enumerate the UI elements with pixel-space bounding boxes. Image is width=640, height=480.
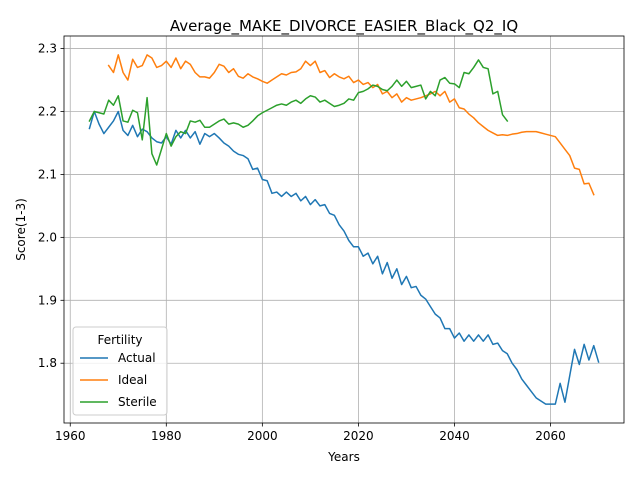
x-tick-label: 1960: [55, 429, 86, 443]
legend-label-ideal: Ideal: [118, 373, 147, 387]
y-tick-label: 2.3: [38, 42, 57, 56]
y-axis-label: Score(1-3): [14, 198, 28, 261]
grid-lines: [64, 36, 624, 423]
series-line-sterile: [88, 59, 509, 166]
y-tick-label: 2.1: [38, 167, 57, 181]
x-tick-label: 2020: [343, 429, 374, 443]
series-lines: [88, 54, 600, 405]
x-tick-label: 2060: [535, 429, 566, 443]
y-tick-label: 1.9: [38, 293, 57, 307]
legend-title: Fertility: [97, 333, 142, 347]
y-tick-label: 1.8: [38, 356, 57, 370]
legend-label-actual: Actual: [118, 351, 156, 365]
plot-frame: [63, 35, 625, 424]
y-tick-label: 2.2: [38, 105, 57, 119]
x-axis-label: Years: [327, 450, 360, 464]
x-tick-label: 1980: [151, 429, 182, 443]
x-tick-label: 2040: [439, 429, 470, 443]
axis-ticks: 1960 1980 2000 2020 2040 2060 1.8 1.9 2.0 2.1 2.2 2…: [38, 42, 566, 443]
series-line-ideal: [107, 54, 595, 196]
series-line-actual: [88, 110, 600, 405]
legend: Fertility Actual Ideal Sterile: [72, 326, 168, 416]
legend-label-sterile: Sterile: [118, 395, 157, 409]
y-tick-label: 2.0: [38, 230, 57, 244]
chart-title: Average_MAKE_DIVORCE_EASIER_Black_Q2_IQ: [170, 17, 518, 36]
legend-box: [72, 326, 168, 416]
x-tick-label: 2000: [247, 429, 278, 443]
